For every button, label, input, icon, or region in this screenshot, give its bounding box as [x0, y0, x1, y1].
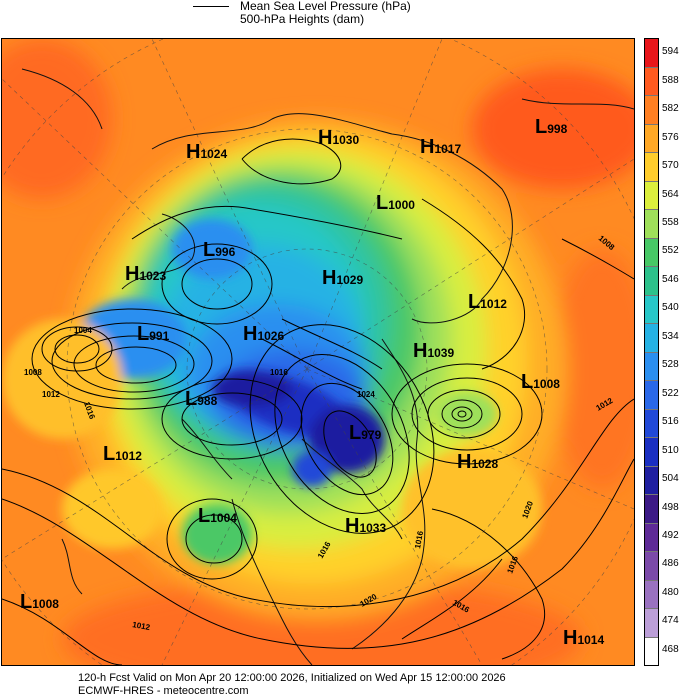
- map-canvas: 1004 1008 1012 1016 1016 1024 1020 1016 …: [2, 39, 634, 665]
- colorbar-tick-label: 534: [662, 330, 679, 342]
- isobar-line-sample: [193, 6, 229, 7]
- colorbar-swatch: [645, 124, 658, 153]
- colorbar-swatch: [645, 580, 658, 609]
- pressure-system-marker: L998: [535, 116, 568, 138]
- colorbar-tick-label: 528: [662, 359, 679, 371]
- colorbar-swatch: [645, 523, 658, 552]
- colorbar-tick-label: 468: [662, 643, 679, 655]
- pressure-system-marker: L1012: [468, 291, 507, 313]
- forecast-map: 1004 1008 1012 1016 1016 1024 1020 1016 …: [1, 38, 635, 666]
- colorbar-swatch: [645, 67, 658, 96]
- isobar-label: 1024: [357, 390, 375, 399]
- legend-heights-label: 500-hPa Heights (dam): [240, 12, 365, 26]
- colorbar-tick-label: 558: [662, 216, 679, 228]
- colorbar-swatch: [645, 495, 658, 524]
- colorbar-tick-label: 504: [662, 473, 679, 485]
- colorbar-swatch: [645, 267, 658, 296]
- pressure-system-marker: H1028: [457, 451, 499, 473]
- pressure-system-marker: H1029: [322, 267, 364, 289]
- colorbar-swatch: [645, 438, 658, 467]
- colorbar-tick-label: 552: [662, 245, 679, 257]
- pressure-system-marker: L988: [185, 388, 218, 410]
- isobar-label: 1008: [24, 368, 42, 377]
- colorbar-tick-label: 588: [662, 74, 679, 86]
- pressure-system-marker: L1004: [198, 505, 237, 527]
- legend-mslp-label: Mean Sea Level Pressure (hPa): [240, 0, 411, 13]
- pressure-system-marker: H1026: [243, 323, 285, 345]
- pressure-system-marker: L991: [137, 323, 170, 345]
- colorbar-swatch: [645, 409, 658, 438]
- pressure-system-marker: L1000: [376, 192, 415, 214]
- colorbar-tick-label: 582: [662, 103, 679, 115]
- colorbar-swatch: [645, 181, 658, 210]
- map-legend: Mean Sea Level Pressure (hPa) 500-hPa He…: [0, 0, 681, 38]
- colorbar-tick-label: 570: [662, 160, 679, 172]
- pressure-system-marker: H1039: [413, 340, 455, 362]
- colorbar-tick-label: 510: [662, 444, 679, 456]
- colorbar-swatch: [645, 466, 658, 495]
- colorbar-tick-label: 564: [662, 188, 679, 200]
- pressure-system-marker: H1023: [125, 263, 167, 285]
- colorbar-tick-label: 594: [662, 46, 679, 58]
- isobar-label: 1016: [413, 530, 425, 550]
- colorbar-tick-label: 492: [662, 529, 679, 541]
- isobar-label: 1004: [74, 326, 92, 335]
- colorbar-tick-label: 486: [662, 558, 679, 570]
- pressure-system-marker: L1008: [20, 591, 59, 613]
- colorbar-tick-label: 474: [662, 615, 679, 627]
- colorbar-tick-label: 522: [662, 387, 679, 399]
- pressure-system-marker: H1024: [186, 141, 228, 163]
- colorbar-swatch: [645, 96, 658, 125]
- colorbar-tick-label: 498: [662, 501, 679, 513]
- colorbar-swatch: [645, 295, 658, 324]
- colorbar-tick-label: 516: [662, 416, 679, 428]
- colorbar-swatch: [645, 210, 658, 239]
- pressure-system-marker: L1008: [521, 371, 560, 393]
- colorbar-swatch: [645, 352, 658, 381]
- forecast-valid-caption: 120-h Fcst Valid on Mon Apr 20 12:00:00 …: [78, 672, 506, 684]
- colorbar-swatch: [645, 238, 658, 267]
- pressure-system-marker: H1030: [318, 127, 360, 149]
- pressure-system-marker: L996: [203, 239, 236, 261]
- colorbar-swatch: [645, 381, 658, 410]
- isobar-label: 1016: [270, 368, 288, 377]
- pressure-system-marker: H1014: [563, 627, 605, 649]
- pressure-system-marker: H1033: [345, 515, 387, 537]
- height-colorbar: [644, 38, 659, 666]
- colorbar-swatch: [645, 39, 658, 68]
- colorbar-swatch: [645, 637, 658, 665]
- pressure-system-marker: L1012: [103, 443, 142, 465]
- pressure-system-marker: L979: [349, 422, 382, 444]
- isobar-label: 1012: [42, 390, 60, 399]
- colorbar-swatch: [645, 609, 658, 638]
- colorbar-swatch: [645, 153, 658, 182]
- pressure-system-marker: H1017: [420, 136, 462, 158]
- isobar-label: 1012: [132, 620, 152, 632]
- colorbar-swatch: [645, 552, 658, 581]
- model-source-caption: ECMWF-HRES - meteocentre.com: [78, 685, 249, 697]
- colorbar-tick-label: 576: [662, 131, 679, 143]
- colorbar-tick-label: 540: [662, 302, 679, 314]
- colorbar-tick-label: 546: [662, 273, 679, 285]
- colorbar-tick-label: 480: [662, 586, 679, 598]
- colorbar-swatch: [645, 324, 658, 353]
